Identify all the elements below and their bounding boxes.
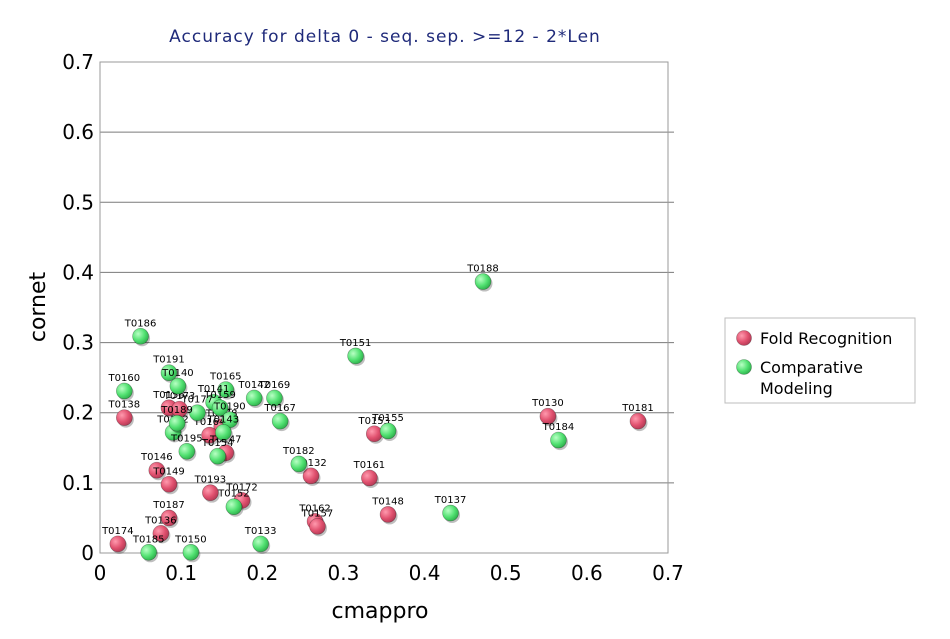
data-point: [210, 448, 226, 464]
point-label: T0186: [124, 318, 157, 329]
data-point: [366, 426, 382, 442]
y-tick-label: 0.1: [62, 471, 94, 495]
y-tick-label: 0: [81, 541, 94, 565]
data-point: [141, 544, 157, 560]
point-label: T0130: [531, 398, 564, 409]
y-tick-label: 0.2: [62, 401, 94, 425]
data-point: [309, 518, 325, 534]
data-point: [116, 383, 132, 399]
data-point: [183, 544, 199, 560]
point-label: T0138: [108, 400, 141, 411]
point-label: T0182: [282, 446, 315, 457]
data-point: [246, 390, 262, 406]
legend-label: Comparative: [760, 358, 863, 377]
point-label: T0137: [434, 495, 467, 506]
data-point: [161, 476, 177, 492]
x-tick-label: 0.5: [490, 561, 522, 585]
point-label: T0140: [161, 368, 194, 379]
x-tick-label: 0.6: [571, 561, 603, 585]
point-label: T0177: [181, 395, 214, 406]
point-label: T0190: [213, 402, 246, 413]
y-tick-label: 0.5: [62, 190, 94, 214]
chart-title: Accuracy for delta 0 - seq. sep. >=12 - …: [169, 27, 601, 47]
x-axis-title: cmappro: [332, 599, 429, 624]
x-tick-label: 0.4: [409, 561, 441, 585]
data-point: [133, 328, 149, 344]
y-tick-label: 0.7: [62, 50, 94, 74]
point-label: T0169: [258, 380, 291, 391]
point-label: T0191: [152, 355, 185, 366]
data-point: [272, 413, 288, 429]
y-tick-label: 0.3: [62, 331, 94, 355]
point-label: T0146: [140, 452, 173, 463]
legend: Fold Recognition Comparative Modeling: [725, 318, 915, 403]
x-axis-ticks: 0 0.1 0.2 0.3 0.4 0.5 0.6 0.7: [94, 561, 684, 585]
point-label: T0149: [152, 466, 185, 477]
point-label: T0148: [371, 496, 404, 507]
point-label: T0155: [371, 413, 404, 424]
y-axis-title: cornet: [26, 271, 51, 342]
point-label: T0165: [209, 372, 242, 383]
data-point: [443, 505, 459, 521]
data-point: [550, 432, 566, 448]
legend-marker: [737, 360, 752, 375]
x-tick-label: 0.7: [652, 561, 684, 585]
data-point: [361, 470, 377, 486]
data-point: [380, 423, 396, 439]
point-label: T0167: [263, 403, 296, 414]
data-point: [380, 506, 396, 522]
point-label: T0195: [170, 433, 203, 444]
y-tick-label: 0.6: [62, 120, 94, 144]
point-label: T0185: [132, 534, 165, 545]
x-tick-label: 0.1: [165, 561, 197, 585]
legend-label: Modeling: [760, 379, 833, 398]
point-label: T0193: [194, 475, 227, 486]
point-label: T0161: [353, 460, 386, 471]
data-point: [253, 536, 269, 552]
point-label: T0133: [244, 526, 277, 537]
data-point: [116, 410, 132, 426]
point-label: T0184: [542, 422, 575, 433]
point-label: T0189: [160, 405, 193, 416]
data-point: [110, 536, 126, 552]
plot-frame: [100, 62, 668, 553]
point-label: T0187: [152, 500, 185, 511]
legend-label: Fold Recognition: [760, 329, 892, 348]
point-label: T0150: [174, 534, 207, 545]
data-point: [291, 456, 307, 472]
legend-marker: [737, 331, 752, 346]
point-label: T0154: [201, 438, 234, 449]
data-point: [179, 443, 195, 459]
x-tick-label: 0.2: [246, 561, 278, 585]
x-tick-label: 0.3: [328, 561, 360, 585]
data-point: [630, 413, 646, 429]
y-tick-label: 0.4: [62, 260, 94, 284]
point-label: T0160: [108, 373, 141, 384]
point-label: T0174: [101, 526, 134, 537]
point-label: T0188: [466, 264, 499, 275]
data-point: [170, 378, 186, 394]
point-label: T0151: [339, 338, 372, 349]
y-axis-ticks: 0 0.1 0.2 0.3 0.4 0.5 0.6 0.7: [62, 50, 94, 565]
x-tick-label: 0: [94, 561, 107, 585]
data-point: [226, 499, 242, 515]
point-label: T0152: [217, 489, 250, 500]
data-point: [348, 348, 364, 364]
data-point: [169, 415, 185, 431]
data-point: [475, 274, 491, 290]
data-point: [202, 485, 218, 501]
point-label: T0136: [144, 515, 177, 526]
point-label: T0181: [621, 403, 654, 414]
point-label: T0157: [301, 508, 334, 519]
point-label: T0143: [207, 414, 240, 425]
